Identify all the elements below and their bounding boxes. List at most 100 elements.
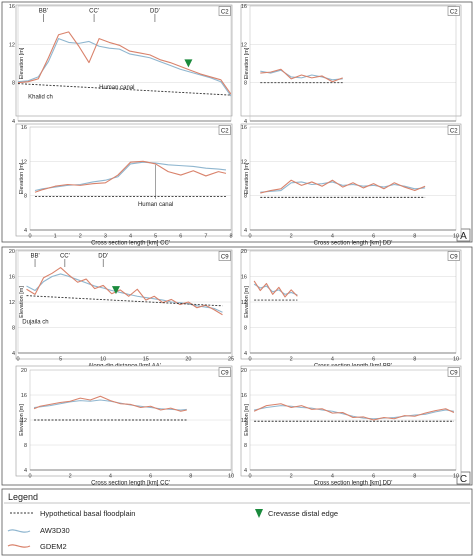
annotation-label: Human canal — [99, 85, 134, 91]
y-tick-label: 20 — [21, 368, 27, 374]
panel-tag-box — [218, 125, 231, 135]
y-tick-label: 8 — [24, 194, 27, 200]
x-tick-label: 10 — [228, 474, 234, 480]
y-tick-label: 8 — [12, 81, 15, 87]
x-tick-label: 4 — [331, 234, 334, 240]
x-tick-label: 10 — [453, 474, 459, 480]
panel-tag: C9 — [221, 254, 229, 260]
legend-crevasse-label: Crevasse distal edge — [268, 509, 338, 518]
x-tick-label: 6 — [179, 234, 182, 240]
x-tick-label: 6 — [372, 357, 375, 363]
y-tick-label: 12 — [241, 418, 247, 424]
y-axis-label: Elevation [m] — [244, 286, 250, 318]
y-axis-label: Elevation [m] — [19, 404, 25, 436]
x-tick-label: 4 — [109, 474, 112, 480]
x-tick-label: 15 — [143, 357, 149, 363]
y-tick-label: 20 — [241, 249, 247, 255]
x-tick-label: 4 — [331, 474, 334, 480]
series-gdem2 — [253, 280, 298, 298]
y-tick-label: 16 — [21, 125, 27, 131]
panel-tag: C2 — [221, 9, 229, 15]
y-tick-label: 16 — [9, 275, 15, 281]
y-tick-label: 4 — [12, 119, 15, 125]
x-axis-label: Cross section length [km] DD' — [314, 241, 393, 247]
x-tick-label: 25 — [228, 357, 234, 363]
panel-tag: C9 — [450, 370, 458, 376]
x-tick-label: 5 — [154, 234, 157, 240]
y-tick-label: 16 — [9, 4, 15, 10]
series-gdem2 — [33, 395, 187, 412]
y-tick-label: 16 — [21, 393, 27, 399]
x-tick-label: 0 — [28, 474, 31, 480]
y-tick-label: 16 — [241, 275, 247, 281]
y-tick-label: 8 — [24, 443, 27, 449]
y-tick-label: 20 — [9, 249, 15, 255]
x-tick-label: 20 — [185, 357, 191, 363]
y-tick-label: 12 — [21, 418, 27, 424]
y-tick-label: 12 — [9, 300, 15, 306]
y-tick-label: 16 — [241, 4, 247, 10]
x-tick-label: 0 — [248, 357, 251, 363]
legend-gdem2-swatch — [7, 544, 31, 548]
y-tick-label: 12 — [21, 159, 27, 165]
section-label: DD' — [98, 254, 108, 260]
panel-tag: C2 — [221, 128, 229, 134]
y-tick-label: 4 — [24, 468, 27, 474]
series-floodplain — [18, 83, 231, 96]
panel-tag-box — [218, 251, 231, 261]
x-tick-label: 0 — [248, 474, 251, 480]
y-tick-label: 4 — [12, 351, 15, 357]
y-tick-label: 4 — [244, 119, 247, 125]
x-tick-label: 5 — [59, 357, 62, 363]
x-tick-label: 1 — [54, 234, 57, 240]
x-tick-label: 6 — [149, 474, 152, 480]
y-tick-label: 8 — [244, 81, 247, 87]
y-tick-label: 8 — [12, 326, 15, 332]
y-axis-label: Elevation [m] — [19, 162, 25, 194]
x-tick-label: 7 — [204, 234, 207, 240]
panel-tag-box — [447, 6, 460, 16]
x-tick-label: 8 — [413, 234, 416, 240]
panel-c2-cross-dd: 0 2 4 6 8 10 4 8 12 16 Cross section length [km] D… — [240, 123, 462, 247]
y-tick-label: 12 — [241, 159, 247, 165]
x-tick-label: 2 — [79, 234, 82, 240]
panel-frame — [240, 4, 462, 117]
legend-title: Legend — [8, 492, 38, 502]
section-label: CC' — [89, 9, 99, 15]
section-b-label: C — [460, 474, 467, 485]
x-tick-label: 0 — [28, 234, 31, 240]
panel-frame — [15, 365, 233, 477]
legend-gdem2-label: GDEM2 — [40, 542, 67, 551]
annotation-label: Human canal — [138, 202, 173, 208]
annotation-label: Khalid ch — [28, 95, 53, 101]
x-tick-label: 0 — [248, 234, 251, 240]
legend-aw3d30-swatch — [7, 529, 31, 533]
x-tick-label: 2 — [69, 474, 72, 480]
x-axis-label: Cross section length [km] CC' — [91, 241, 170, 247]
panel-frame — [15, 4, 233, 117]
series-gdem2 — [18, 31, 231, 95]
legend-floodplain-label: Hypothetical basal floodplain — [40, 509, 135, 518]
crevasse-marker-icon — [111, 286, 120, 295]
y-tick-label: 4 — [24, 228, 27, 234]
series-gdem2 — [260, 179, 426, 194]
y-tick-label: 4 — [244, 228, 247, 234]
x-tick-label: 8 — [229, 234, 232, 240]
section-a-frame — [1, 1, 473, 243]
x-tick-label: 10 — [453, 234, 459, 240]
y-axis-label: Elevation [m] — [244, 47, 250, 79]
annotation-label: Dujaila ch — [22, 320, 48, 326]
section-a-label: A — [460, 231, 467, 242]
x-tick-label: 8 — [413, 357, 416, 363]
panel-c9-along-dip: 051015202548121620Along-dip distance [km… — [9, 249, 234, 370]
y-tick-label: 16 — [241, 393, 247, 399]
y-tick-label: 12 — [241, 300, 247, 306]
y-tick-label: 4 — [244, 351, 247, 357]
x-tick-label: 3 — [104, 234, 107, 240]
series-aw3d30 — [260, 181, 426, 193]
x-tick-label: 2 — [290, 357, 293, 363]
series-aw3d30 — [34, 161, 227, 192]
y-tick-label: 8 — [244, 194, 247, 200]
